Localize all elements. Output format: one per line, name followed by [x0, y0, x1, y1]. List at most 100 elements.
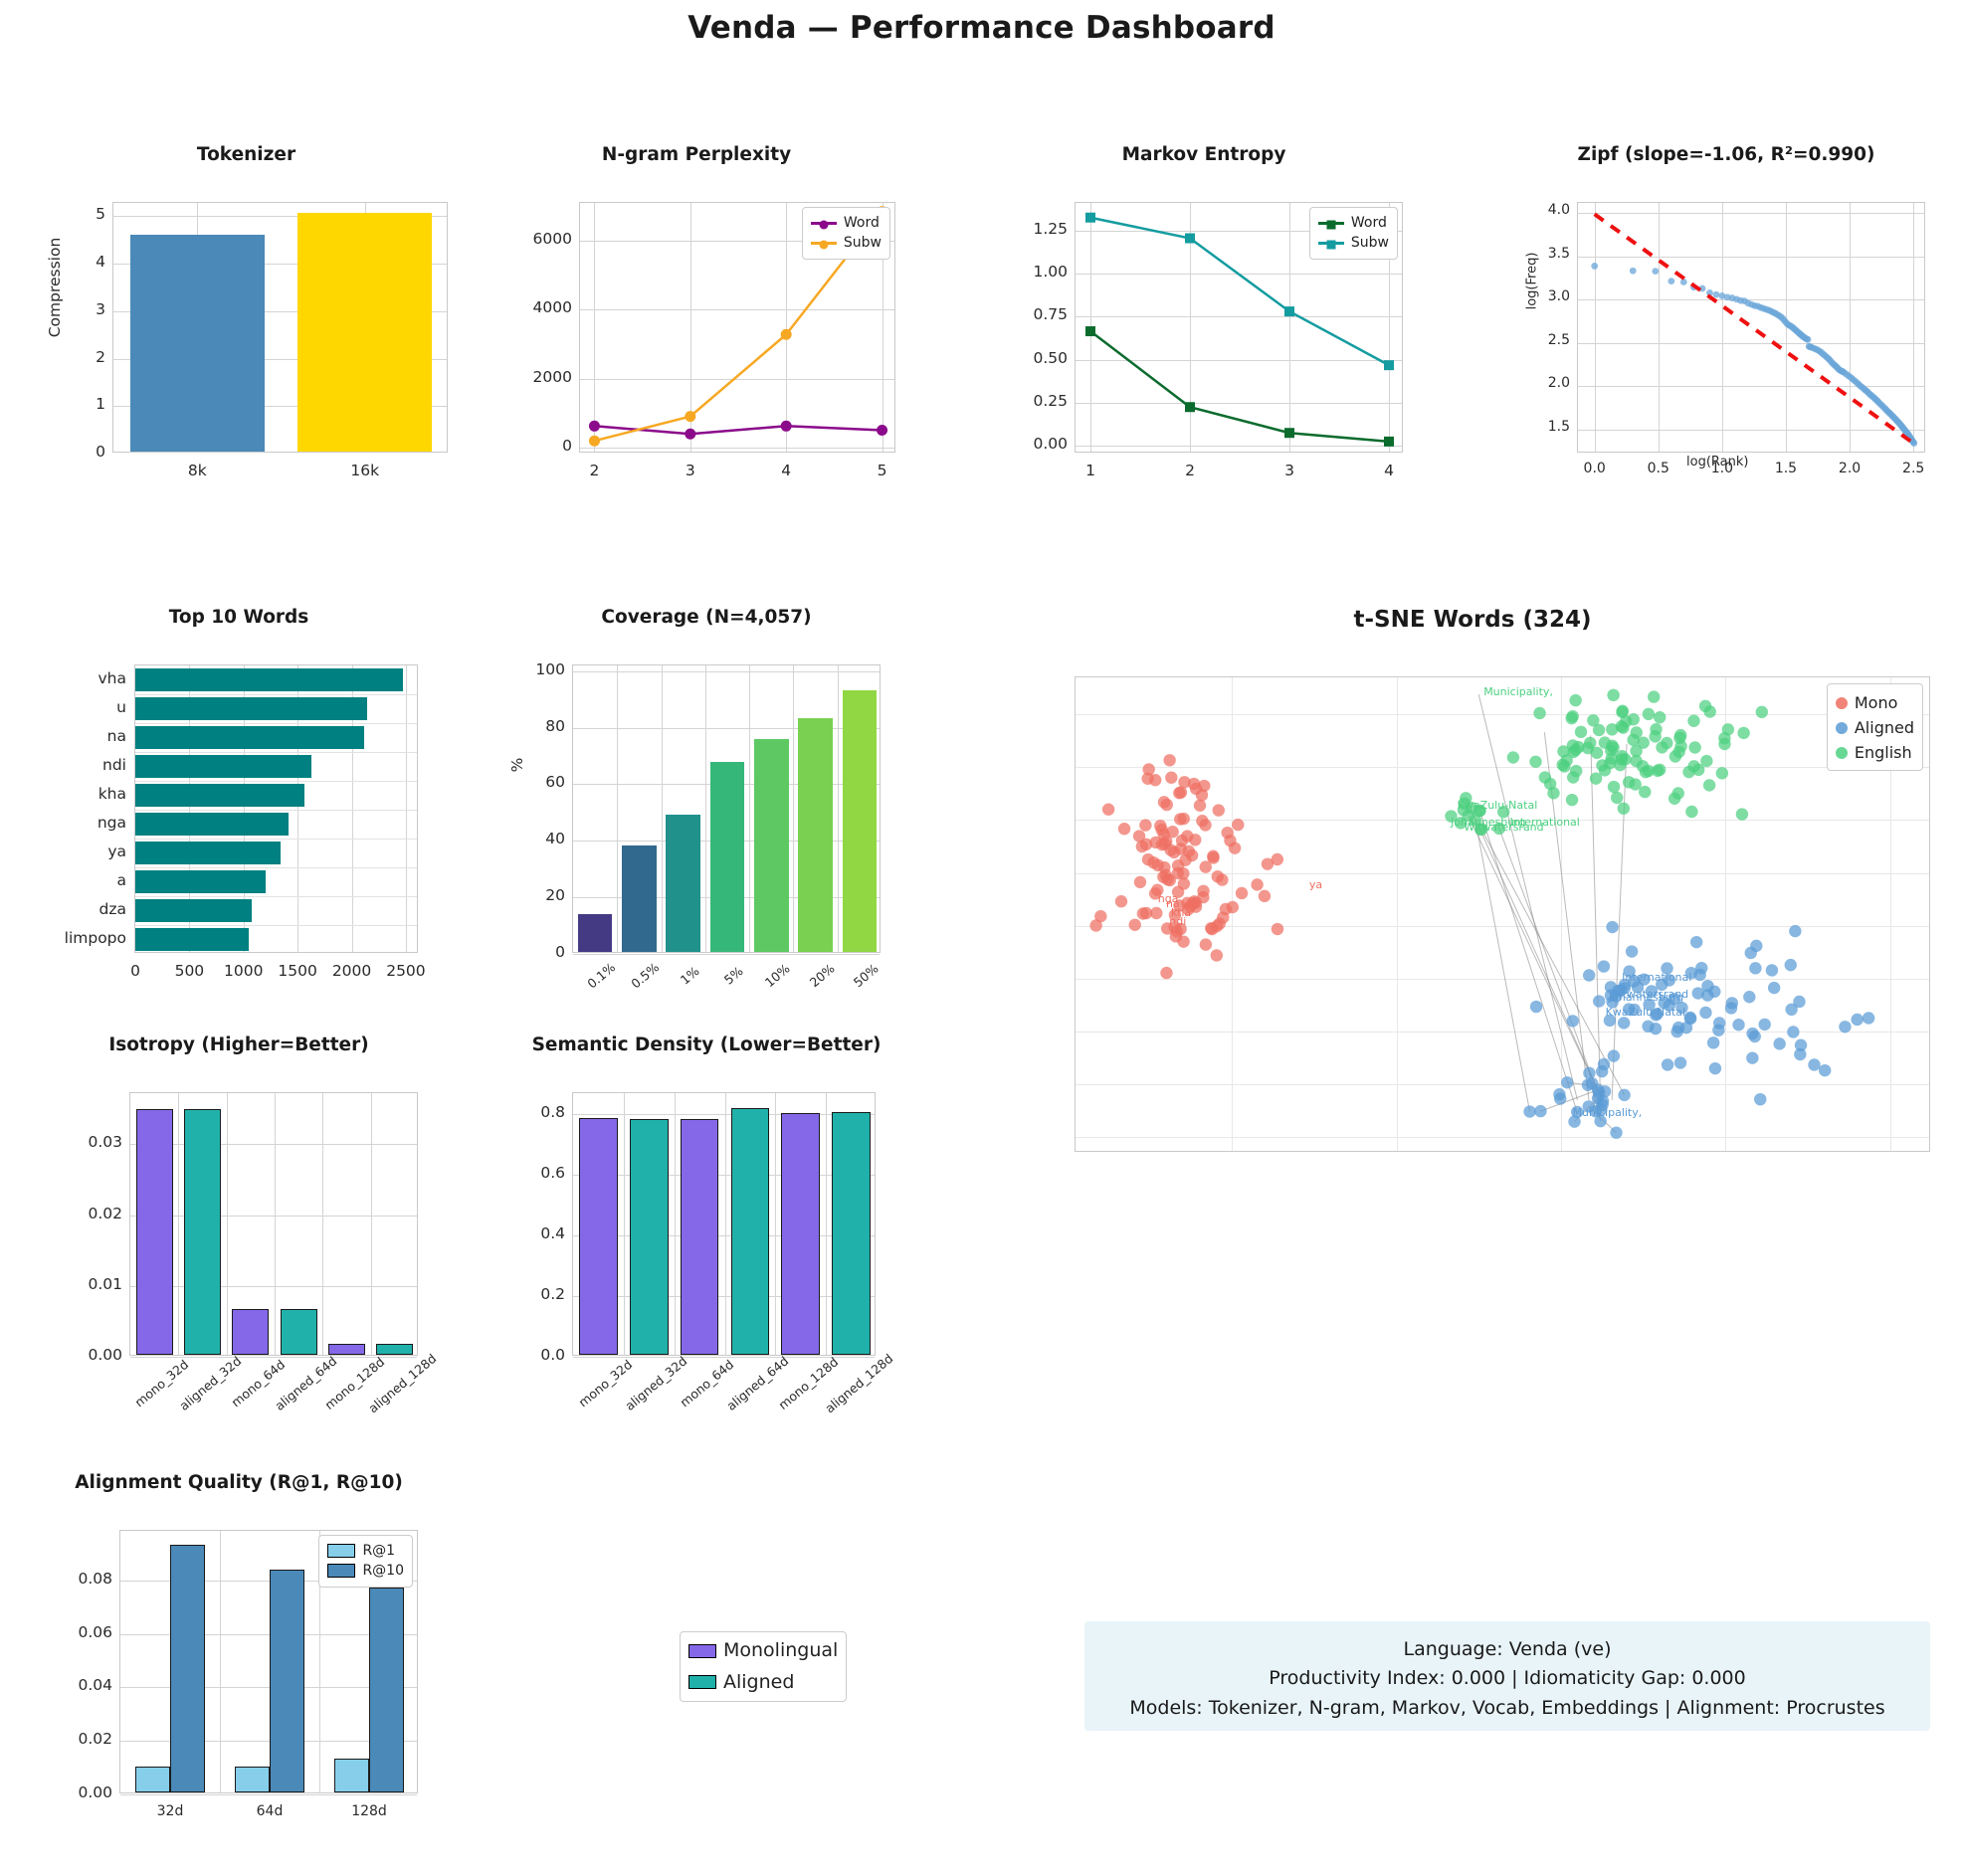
gridline	[573, 1295, 875, 1297]
y-tick-label: 1	[96, 395, 105, 414]
y-tick-label: 0.25	[1033, 391, 1068, 410]
gridline	[1594, 203, 1596, 452]
legend-label: R@1	[362, 1543, 396, 1559]
swatch-icon	[327, 1564, 356, 1579]
tsne-legend: Mono Aligned English	[1826, 683, 1923, 771]
gridline	[226, 1093, 228, 1355]
gridline	[135, 781, 417, 782]
gridline	[1076, 316, 1402, 318]
gridline	[1289, 203, 1290, 452]
dot-swatch-icon	[1835, 721, 1848, 734]
gridline	[113, 264, 447, 266]
y-tick-label: 0.03	[88, 1133, 122, 1152]
tsne-title: t-SNE Words (324)	[1353, 607, 1592, 633]
x-tick-label: 1000	[224, 962, 264, 980]
y-tick-label: dza	[98, 899, 126, 918]
gridline	[130, 1144, 417, 1146]
bar-kha	[135, 783, 305, 808]
bar-32d-R1	[135, 1766, 170, 1792]
gridline	[704, 665, 706, 952]
gridline	[1389, 203, 1390, 452]
tsne-annotation: KwaZulu-Natal	[1605, 1005, 1686, 1019]
bar-0.5%	[622, 845, 657, 952]
bar-aligned_32d	[629, 1119, 669, 1355]
dot-swatch-icon	[1835, 696, 1848, 709]
y-tick-label: limpopo	[64, 928, 126, 947]
tokenizer-title: Tokenizer	[196, 144, 296, 165]
y-tick-label: 0.2	[540, 1284, 565, 1303]
legend-label: Aligned	[1854, 718, 1914, 738]
y-tick-label: ndi	[102, 755, 126, 774]
aligned-swatch-icon	[688, 1675, 716, 1690]
bar-64d-R1	[235, 1766, 270, 1792]
gridline	[573, 1234, 875, 1236]
gridline	[623, 1093, 625, 1355]
bar-u	[135, 696, 367, 721]
legend-row-aligned: Aligned	[1835, 716, 1914, 739]
x-tick-label: 0.5	[1647, 461, 1669, 476]
ngram-legend: Word Subw	[801, 207, 890, 260]
y-tick-label: 2.0	[1547, 375, 1570, 392]
marker-icon	[1326, 220, 1336, 230]
legend-row-r10: R@10	[327, 1561, 404, 1581]
panel-isotropy: Isotropy (Higher=Better) 0.00 0.01 0.02 0.0…	[40, 1034, 439, 1452]
tsne-annotation: International	[1509, 815, 1580, 829]
tsne-annotation: Municipality,	[1572, 1105, 1643, 1119]
top-words-plot: 0 500 1000 1500 2000 2500 vha u na ndi kha nga ya a dz…	[65, 664, 426, 980]
markov-legend: Word Subw	[1308, 207, 1398, 260]
y-tick-label: 80	[545, 716, 565, 735]
bar-32d-R10	[170, 1545, 205, 1792]
y-tick-label: 0	[562, 436, 572, 455]
dot-swatch-icon	[1835, 746, 1848, 759]
y-tick-label: 3.5	[1547, 245, 1570, 262]
coverage-plot: 0 20 40 60 80 100 0.1% 0.5% 1% 5% 10% 20% 50%	[535, 660, 881, 992]
gridline	[689, 203, 691, 452]
tsne-annotation: Johannesburg	[1451, 815, 1526, 829]
ngram-series-layer	[588, 206, 888, 447]
bar-aligned_128d	[376, 1343, 414, 1355]
tsne-annotation: International	[1622, 970, 1692, 984]
zipf-ylabel: log(Freq)	[1524, 252, 1540, 310]
panel-tsne: t-SNE Words (324) -25-20-15-10-5051015-2…	[995, 607, 1950, 1152]
bar-a	[135, 869, 266, 894]
legend-row-r1: R@1	[327, 1541, 404, 1561]
x-tick-label: 2.5	[1902, 461, 1925, 476]
gridline	[120, 1794, 417, 1795]
gridline	[135, 896, 417, 897]
dashboard-title: Venda — Performance Dashboard	[687, 10, 1276, 46]
y-tick-label: 0.6	[540, 1163, 565, 1182]
marker-icon	[1326, 240, 1336, 250]
gridline	[1578, 429, 1924, 431]
gridline	[1076, 978, 1929, 980]
y-tick-label: 0.02	[78, 1730, 112, 1749]
y-tick-label: 2	[96, 347, 105, 366]
gridline	[580, 309, 894, 311]
gridline	[351, 665, 353, 952]
gridline	[1578, 342, 1924, 344]
legend-row-monolingual: Monolingual	[688, 1637, 838, 1665]
y-tick-label: vha	[98, 668, 127, 687]
isotropy-title: Isotropy (Higher=Better)	[108, 1034, 369, 1055]
gridline	[1076, 230, 1402, 232]
x-tick-label: 1.5	[1774, 461, 1798, 476]
y-tick-label: 4	[96, 253, 105, 272]
tsne-annotation: ya	[1308, 878, 1323, 892]
gridline	[120, 1741, 417, 1743]
gridline	[1076, 925, 1929, 927]
gridline	[113, 406, 447, 408]
x-tick-label: 5	[877, 462, 887, 479]
bar-128d-R1	[334, 1759, 369, 1792]
gridline	[405, 665, 407, 952]
gridline	[135, 810, 417, 811]
gridline	[120, 1687, 417, 1689]
x-tick-label: 0.0	[1583, 461, 1606, 476]
bar-ndi	[135, 754, 312, 779]
bar-aligned_64d	[730, 1108, 770, 1355]
gridline	[594, 203, 596, 452]
gridline	[1076, 872, 1929, 874]
bar-na	[135, 725, 365, 750]
gridline	[1396, 677, 1398, 1151]
x-tick-label: 1	[1085, 462, 1095, 479]
gridline	[322, 1093, 324, 1355]
gridline	[1076, 1137, 1929, 1139]
